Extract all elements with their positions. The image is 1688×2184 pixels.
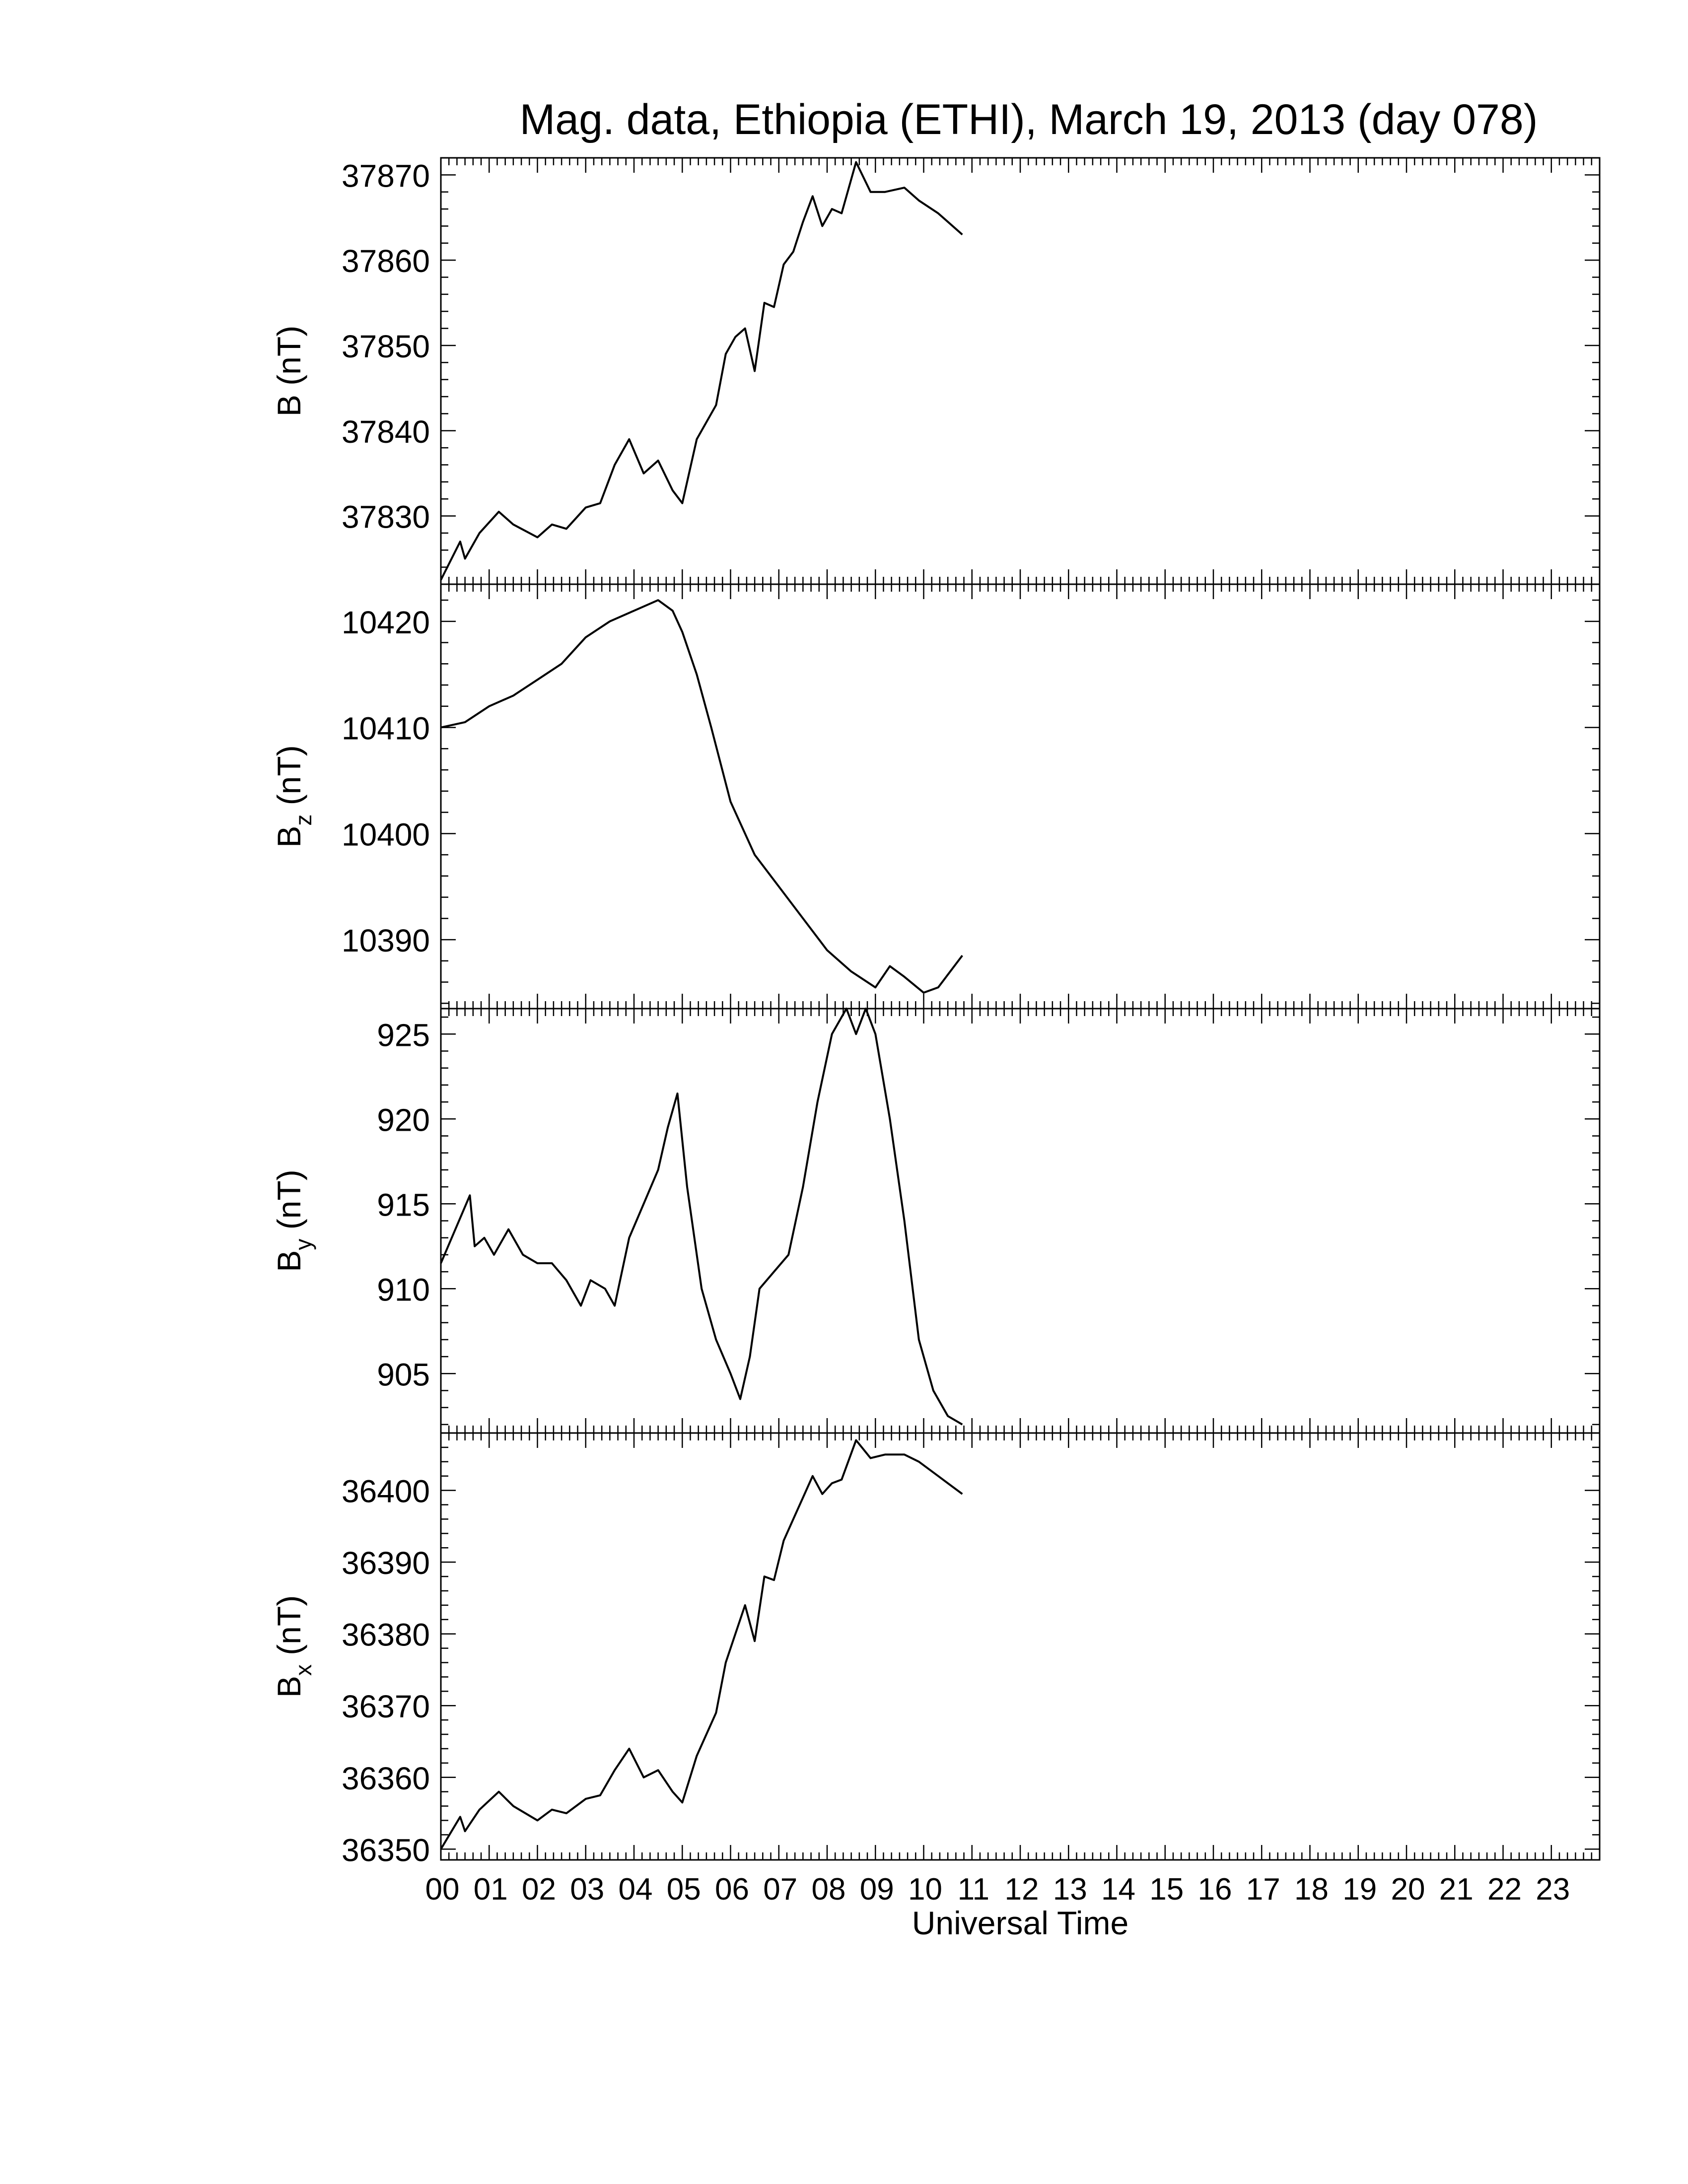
- x-tick-label: 00: [425, 1872, 460, 1907]
- y-tick-label: 37850: [342, 329, 430, 364]
- y-tick-label: 10400: [342, 817, 430, 852]
- y-tick-label: 36370: [342, 1689, 430, 1724]
- y-label-base: B: [271, 1250, 307, 1272]
- x-tick-label: 19: [1342, 1872, 1377, 1907]
- x-tick-label: 11: [958, 1872, 989, 1907]
- y-tick-label: 10420: [342, 605, 430, 640]
- y-label-base: B: [271, 826, 307, 848]
- y-tick-label: 36380: [342, 1617, 430, 1653]
- y-tick-label: 905: [377, 1357, 430, 1392]
- x-tick-label: 21: [1439, 1872, 1474, 1907]
- x-tick-label: 05: [667, 1872, 701, 1907]
- y-axis-label: By (nT): [271, 1169, 316, 1272]
- y-tick-label: 925: [377, 1017, 430, 1053]
- x-tick-label: 23: [1536, 1872, 1570, 1907]
- y-axis-label: B (nT): [271, 326, 307, 416]
- y-label-unit: (nT): [271, 326, 307, 395]
- y-label-base: B: [271, 395, 307, 416]
- x-tick-label: 13: [1053, 1872, 1087, 1907]
- panel-1: 37830 37840 37850 37860 37870 B (nT): [271, 157, 1601, 585]
- y-label-subscript: x: [290, 1664, 316, 1676]
- x-tick-label: 12: [1005, 1872, 1039, 1907]
- x-tick-label: 02: [522, 1872, 556, 1907]
- x-tick-label: 22: [1487, 1872, 1522, 1907]
- panels: 37830 37840 37850 37860 37870 B (nT) 10390 1040…: [271, 157, 1601, 1868]
- y-tick-label: 36390: [342, 1545, 430, 1581]
- x-tick-label: 16: [1198, 1872, 1232, 1907]
- x-tick-label: 17: [1246, 1872, 1280, 1907]
- x-tick-label: 15: [1149, 1872, 1184, 1907]
- y-tick-label: 36400: [342, 1474, 430, 1509]
- x-tick-label: 20: [1391, 1872, 1425, 1907]
- series-line: [440, 1008, 963, 1426]
- panel-4: 36350 36360 36370 36380 36390 36400 Bx (nT): [271, 1432, 1601, 1868]
- y-tick-label: 10390: [342, 923, 430, 958]
- x-axis-label: Universal Time: [912, 1905, 1128, 1941]
- panel-frame: [440, 157, 1601, 585]
- y-tick-label: 36350: [342, 1832, 430, 1868]
- x-tick-label: 09: [860, 1872, 894, 1907]
- y-tick-label: 10410: [342, 711, 430, 747]
- y-tick-label: 37860: [342, 243, 430, 279]
- panel-frame: [440, 1008, 1601, 1434]
- y-tick-label: 910: [377, 1272, 430, 1307]
- series-line: [440, 1439, 963, 1850]
- y-tick-label: 915: [377, 1187, 430, 1223]
- x-tick-label: 06: [715, 1872, 749, 1907]
- y-tick-label: 37840: [342, 414, 430, 450]
- panel-frame: [440, 1432, 1601, 1861]
- chart-title: Mag. data, Ethiopia (ETHI), March 19, 20…: [520, 96, 1538, 143]
- y-label-subscript: z: [290, 815, 316, 826]
- panel-3: 905 910 915 920 925 By (nT): [271, 1008, 1601, 1434]
- x-tick-label: 14: [1101, 1872, 1135, 1907]
- x-tick-label: 08: [812, 1872, 846, 1907]
- y-axis-label: Bx (nT): [271, 1595, 316, 1698]
- series-line: [440, 161, 963, 581]
- y-label-unit: (nT): [271, 745, 307, 814]
- y-tick-label: 37830: [342, 499, 430, 535]
- y-tick-label: 37870: [342, 158, 430, 194]
- y-tick-label: 920: [377, 1102, 430, 1138]
- panel-2: 10390 10400 10410 10420 Bz (nT): [271, 583, 1601, 1010]
- x-tick-label: 07: [763, 1872, 797, 1907]
- y-label-subscript: y: [290, 1239, 316, 1250]
- series-line: [440, 599, 963, 994]
- x-tick-label: 01: [474, 1872, 508, 1907]
- x-tick-label: 03: [570, 1872, 604, 1907]
- x-tick-label: 10: [908, 1872, 942, 1907]
- y-label-unit: (nT): [271, 1169, 307, 1238]
- y-axis-label: Bz (nT): [271, 745, 316, 847]
- x-tick-label: 18: [1294, 1872, 1329, 1907]
- y-tick-label: 36360: [342, 1761, 430, 1796]
- x-tick-label: 04: [619, 1872, 653, 1907]
- y-label-base: B: [271, 1676, 307, 1698]
- y-label-unit: (nT): [271, 1595, 307, 1664]
- x-axis: 00 01 02 03 04 05 06 07 08 09 10 11 12 13 14 15 16 17 18 19…: [425, 1872, 1570, 1941]
- panel-frame: [440, 583, 1601, 1010]
